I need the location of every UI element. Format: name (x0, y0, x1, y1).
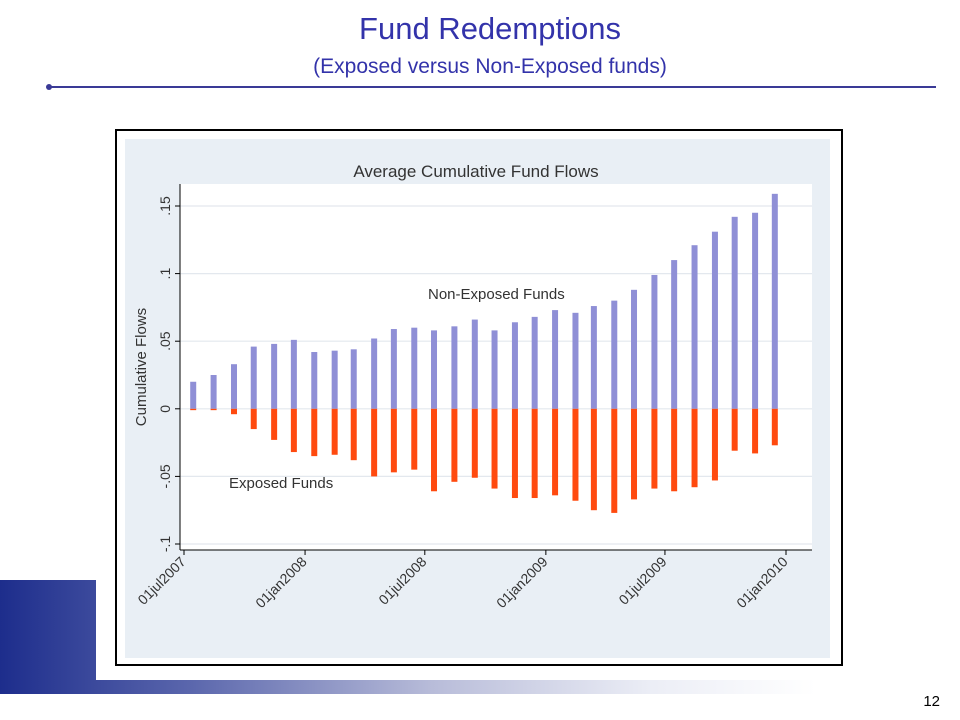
bar-exposed-27 (731, 408, 738, 451)
bar-exposed-8 (350, 408, 357, 461)
bar-exposed-3 (250, 408, 257, 430)
page-number: 12 (923, 693, 940, 710)
bar-exposed-14 (471, 408, 478, 478)
bar-exposed-25 (691, 408, 698, 488)
y-tick-label-4: .1 (157, 268, 173, 280)
bar-exposed-6 (311, 408, 318, 457)
bar-exposed-12 (431, 408, 438, 492)
y-tick-label-1: -.05 (157, 464, 173, 488)
bars-layer (190, 193, 778, 513)
bar-exposed-17 (531, 408, 538, 499)
bar-exposed-18 (552, 408, 559, 496)
bar-exposed-13 (451, 408, 458, 482)
bar-exposed-26 (711, 408, 718, 481)
title-rule-dot (46, 84, 52, 90)
bar-exposed-24 (671, 408, 678, 492)
bar-exposed-2 (231, 408, 238, 415)
bar-non-exposed-17 (531, 316, 538, 409)
bar-exposed-28 (752, 408, 759, 454)
bar-non-exposed-3 (250, 346, 257, 409)
y-tick-label-0: -.1 (157, 536, 173, 553)
bar-exposed-16 (511, 408, 518, 499)
bar-non-exposed-14 (471, 319, 478, 409)
bar-non-exposed-24 (671, 260, 678, 409)
bar-exposed-10 (390, 408, 397, 473)
bar-non-exposed-0 (190, 381, 197, 409)
annotation-non-exposed: Non-Exposed Funds (428, 286, 565, 303)
footer-strip (0, 694, 960, 720)
bar-non-exposed-8 (350, 349, 357, 409)
slide-subtitle: (Exposed versus Non-Exposed funds) (313, 55, 667, 78)
bar-exposed-9 (371, 408, 378, 477)
bar-exposed-29 (771, 408, 778, 446)
bar-non-exposed-29 (771, 193, 778, 409)
y-tick-label-2: 0 (157, 405, 173, 413)
bar-non-exposed-22 (631, 289, 638, 409)
bar-exposed-22 (631, 408, 638, 500)
bar-exposed-20 (590, 408, 597, 511)
bar-non-exposed-1 (210, 375, 217, 409)
bar-non-exposed-9 (371, 338, 378, 409)
annotation-exposed: Exposed Funds (229, 475, 333, 492)
bar-non-exposed-2 (231, 364, 238, 409)
bar-exposed-1 (210, 408, 217, 411)
bar-exposed-0 (190, 408, 197, 411)
bar-non-exposed-15 (491, 330, 498, 409)
bar-exposed-23 (651, 408, 658, 489)
bar-exposed-21 (611, 408, 618, 513)
bar-exposed-4 (271, 408, 278, 440)
bar-non-exposed-18 (552, 310, 559, 409)
bar-non-exposed-25 (691, 245, 698, 409)
bar-non-exposed-21 (611, 300, 618, 409)
bar-non-exposed-20 (590, 306, 597, 409)
y-tick-label-5: .15 (157, 196, 173, 216)
slide-title: Fund Redemptions (359, 11, 621, 46)
bar-exposed-19 (572, 408, 579, 501)
bar-non-exposed-6 (311, 352, 318, 409)
bar-non-exposed-19 (572, 312, 579, 409)
bar-non-exposed-5 (290, 339, 297, 409)
bar-exposed-15 (491, 408, 498, 489)
title-rule (50, 86, 936, 88)
bar-non-exposed-27 (731, 216, 738, 409)
y-axis-label: Cumulative Flows (133, 308, 150, 426)
bar-non-exposed-26 (711, 231, 718, 409)
chart-title: Average Cumulative Fund Flows (353, 162, 598, 181)
bar-exposed-11 (411, 408, 418, 470)
y-tick-label-3: .05 (157, 331, 173, 351)
bar-non-exposed-16 (511, 322, 518, 409)
bar-non-exposed-12 (431, 330, 438, 409)
bar-exposed-5 (290, 408, 297, 453)
y-ticks: -.1 -.05 0 .05 .1 .15 (157, 196, 180, 552)
bar-non-exposed-7 (331, 350, 338, 409)
bar-exposed-7 (331, 408, 338, 455)
bar-non-exposed-13 (451, 326, 458, 409)
bar-non-exposed-28 (752, 212, 759, 409)
chart: -.1-.050.05.1.15 01jul2007 01jan2008 01jul… (115, 129, 843, 666)
bar-non-exposed-11 (411, 327, 418, 409)
bar-non-exposed-23 (651, 274, 658, 409)
bar-non-exposed-10 (390, 329, 397, 409)
bar-non-exposed-4 (271, 343, 278, 409)
